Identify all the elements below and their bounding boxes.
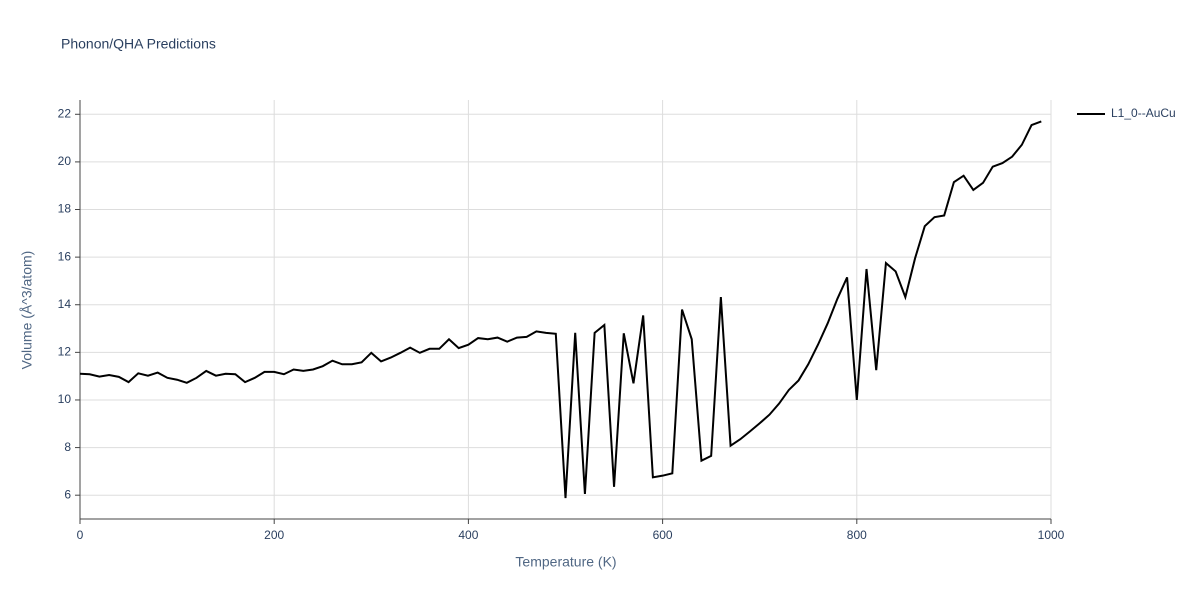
y-tick-label: 14 [58,297,72,311]
y-tick-label: 16 [58,249,72,263]
y-tick-label: 10 [58,392,72,406]
y-tick-label: 6 [64,487,71,501]
data-line [79,120,1042,499]
x-tick-label: 200 [264,528,284,542]
y-tick-label: 8 [64,440,71,454]
x-tick-label: 0 [77,528,84,542]
x-tick-label: 1000 [1038,528,1065,542]
x-tick-label: 800 [847,528,867,542]
y-tick-label: 12 [58,345,72,359]
x-axis-title: Temperature (K) [515,554,616,570]
y-tick-label: 22 [58,106,72,120]
legend-label: L1_0--AuCu [1111,106,1176,120]
y-tick-label: 20 [58,154,72,168]
y-tick-label: 18 [58,202,72,216]
x-tick-label: 400 [458,528,478,542]
x-tick-label: 600 [653,528,673,542]
y-axis-title: Volume (Å^3/atom) [19,251,35,370]
chart-title: Phonon/QHA Predictions [61,36,216,52]
